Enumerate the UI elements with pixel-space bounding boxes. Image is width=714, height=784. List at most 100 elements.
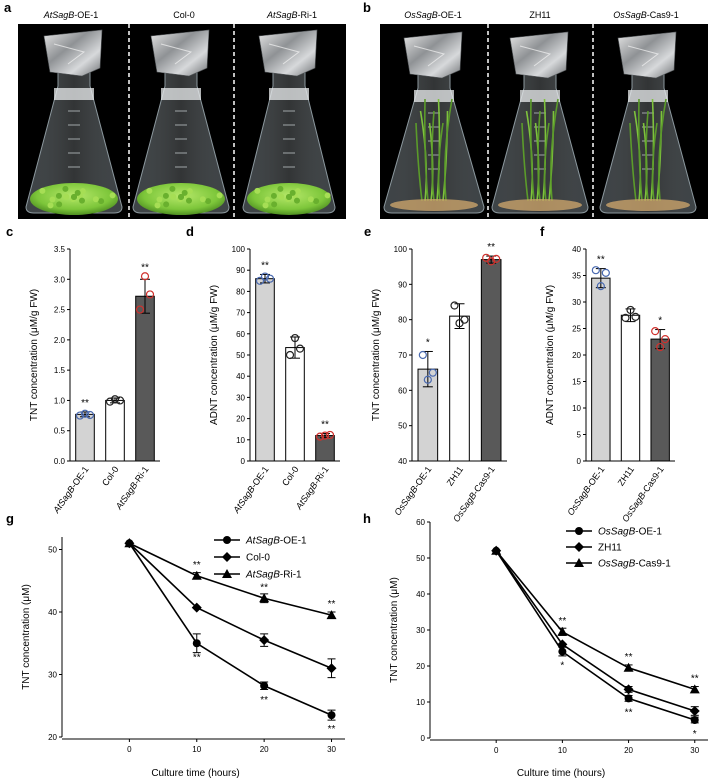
data-point-diamond (689, 706, 700, 716)
y-tick-label: 3.0 (54, 275, 66, 284)
y-tick-label: 0.5 (54, 427, 66, 436)
y-tick-label: 70 (398, 351, 407, 360)
category-label-italic: OsSagB (392, 484, 419, 517)
y-axis-title: TNT concentration (μM) (21, 584, 32, 690)
y-tick-label: 1.0 (54, 396, 66, 405)
category-label-italic: OsSagB (565, 484, 592, 517)
panel-letter-a: a (4, 0, 12, 15)
y-tick-label: 50 (398, 422, 407, 431)
flask-b-2-seedling (537, 110, 541, 202)
data-point-circle (327, 711, 336, 720)
y-axis-title: TNT concentration (μM) (389, 577, 400, 683)
data-point-circle (192, 639, 201, 648)
photo-b-label-2: ZH11 (529, 10, 550, 20)
x-tick-label: 0 (127, 745, 132, 754)
legend-label: OsSagB-OE-1 (598, 527, 662, 538)
flask-b-1-seedling (437, 122, 444, 202)
y-tick-label: 60 (398, 386, 407, 395)
data-point (656, 342, 665, 352)
flask-a-2-moss-clump (186, 188, 193, 195)
significance-mark: * (693, 729, 697, 740)
category-label-italic: OsSagB (451, 491, 478, 524)
flask-a-1 (25, 29, 123, 215)
flask-a-3-moss-clump (307, 196, 314, 203)
significance-mark: ** (558, 616, 566, 627)
x-tick-label: 0 (494, 746, 499, 755)
data-point (325, 430, 335, 440)
data-point (75, 411, 85, 420)
data-point-diamond (191, 602, 202, 613)
flask-a-1-moss-clump (109, 192, 116, 199)
panel-letter-c: c (6, 224, 13, 239)
bar (480, 259, 502, 462)
flask-b-3-foil-crease (627, 45, 660, 67)
flask-b-3-roots (606, 199, 690, 211)
panel-a: a AtSagB-OE-1 Col-0 AtSagB-Ri-1 (4, 0, 346, 219)
flask-a-2-moss-clump (154, 202, 161, 209)
category-label-italic: AtSagB (293, 480, 319, 512)
legend-label: OsSagB-Cas9-1 (598, 559, 671, 570)
panel-letter-d: d (186, 224, 194, 239)
data-point (135, 305, 145, 314)
series-line (129, 542, 332, 616)
data-point-diamond (623, 684, 634, 695)
flask-a-1-moss-clump (56, 201, 63, 208)
flask-a-3-moss-clump (262, 202, 269, 209)
flask-b-3-foil (617, 31, 677, 79)
x-tick-label: 10 (558, 746, 567, 755)
y-tick-label: 0 (577, 457, 582, 466)
legend-label: Col-0 (246, 553, 270, 564)
category-label-rest: -OE-1 (585, 464, 607, 489)
data-point (428, 368, 437, 377)
category-label-italic: AtSagB (113, 480, 139, 512)
y-tick-label: 30 (572, 298, 581, 307)
flask-a-3-moss-clump (278, 193, 285, 200)
flask-a-3-moss-clump (289, 189, 296, 196)
category-label-rest: -Cas9-1 (470, 464, 497, 496)
legend-label-italic: OsSagB (598, 559, 636, 570)
legend-label: AtSagB-Ri-1 (245, 570, 302, 581)
photo-b-flasks (383, 31, 697, 214)
flask-a-1-moss-clump (63, 193, 70, 200)
flask-b-2-roots (498, 199, 582, 211)
bar (105, 399, 125, 462)
flask-a-1-moss-clump (92, 196, 99, 203)
photo-a-label-1: AtSagB-OE-1 (43, 10, 99, 20)
y-tick-label: 40 (236, 372, 245, 381)
flask-a-2-moss-clump (146, 187, 153, 194)
significance-mark: ** (193, 652, 201, 663)
data-point-triangle (491, 545, 502, 555)
photo-b-label-1: OsSagB-OE-1 (404, 10, 462, 20)
y-tick-label: 30 (236, 393, 245, 402)
y-tick-label: 90 (236, 266, 245, 275)
flask-a-1-moss-clump (98, 198, 105, 205)
flask-a-2-moss-clump (162, 192, 169, 199)
significance-mark: ** (597, 255, 605, 266)
category-label: ZH11 (616, 464, 636, 487)
flask-b-2-foil (509, 31, 569, 79)
legend-label-rest: -Cas9-1 (635, 559, 671, 570)
flask-a-3-moss-clump (286, 194, 292, 200)
y-tick-label: 50 (48, 546, 57, 555)
legend-marker-circle (223, 536, 231, 544)
category-label-italic: AtSagB (51, 484, 77, 516)
category-label: OsSagB-OE-1 (565, 464, 606, 517)
data-point (631, 312, 640, 321)
flask-a-2-foil (150, 29, 210, 77)
data-point (255, 276, 265, 285)
y-tick-label: 40 (416, 590, 425, 599)
bar (650, 338, 670, 462)
y-tick-label: 70 (236, 309, 245, 318)
data-point-circle (558, 647, 567, 656)
photo-a-label-2: Col-0 (173, 10, 195, 20)
flask-b-2-seedling (530, 98, 535, 202)
data-point (661, 335, 670, 344)
bar (285, 347, 305, 462)
flask-a-2-moss-clump (156, 196, 163, 203)
category-label-rest: Col-0 (280, 464, 301, 487)
data-point (115, 396, 125, 405)
legend-label-italic: AtSagB (245, 536, 280, 547)
significance-mark: ** (487, 242, 495, 253)
y-tick-label: 20 (48, 733, 57, 742)
